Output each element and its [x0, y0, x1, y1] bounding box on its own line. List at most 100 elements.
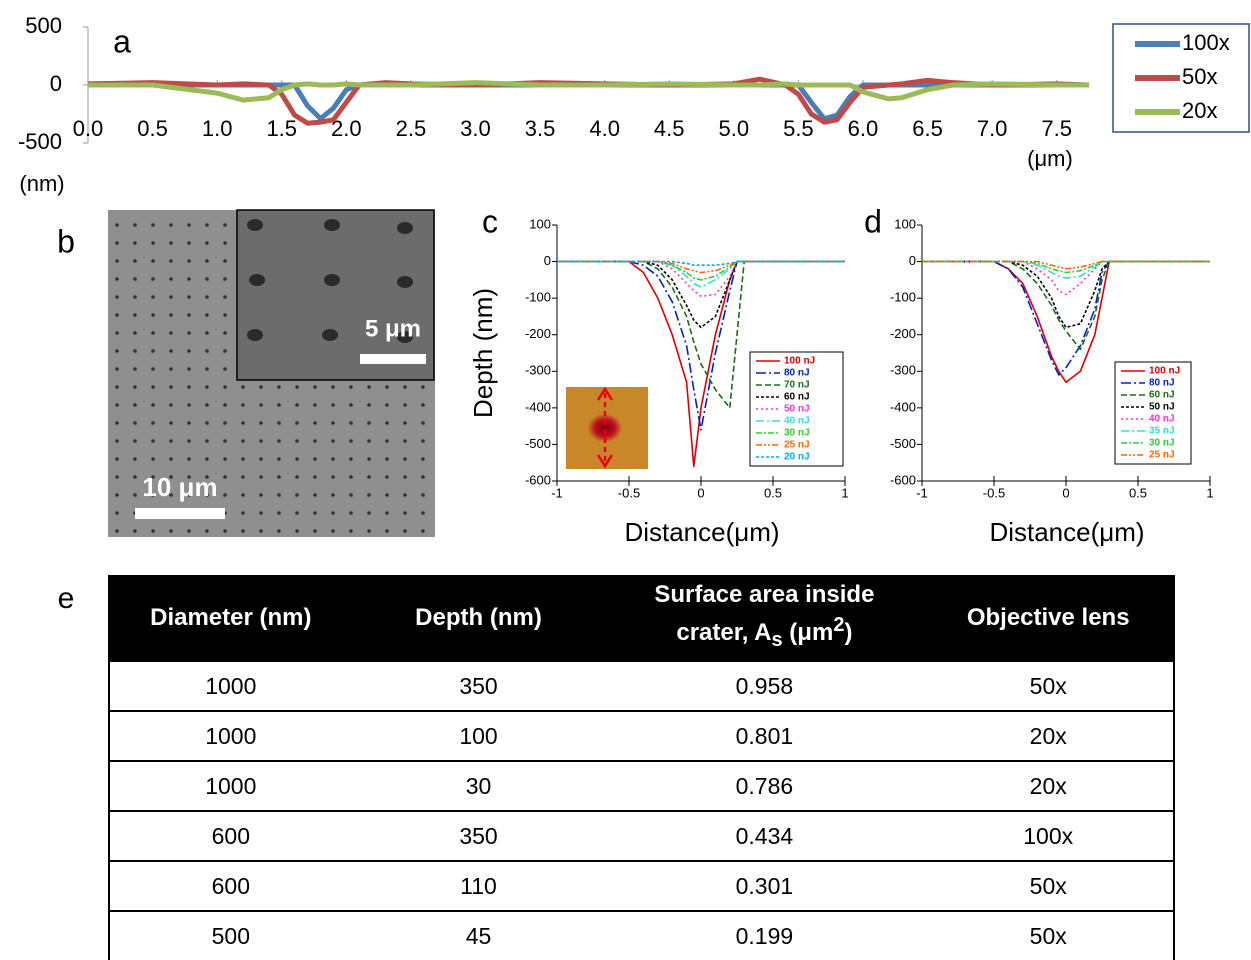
legend-label: 20 nJ	[784, 452, 810, 463]
table-cell: 50x	[923, 860, 1174, 911]
table-row: 600 110 0.301 50x	[109, 860, 1174, 911]
header-text: Depth (nm)	[415, 603, 542, 631]
table-cell: 0.786	[605, 760, 924, 811]
legend-label: 25 nJ	[1149, 450, 1175, 461]
x-tick-label: 6.0	[848, 116, 879, 141]
data-line	[557, 260, 845, 288]
y-tick-label: 0	[50, 71, 62, 96]
afm-arrowheads	[596, 386, 614, 469]
y-tick-label: -500	[525, 436, 551, 451]
legend-label: 35 nJ	[1149, 426, 1175, 437]
inset-holes	[247, 219, 413, 343]
x-tick-label: 0.5	[764, 485, 782, 500]
legend-label: 40 nJ	[1149, 414, 1175, 425]
legend-label: 30 nJ	[784, 428, 810, 439]
y-tick-label: -400	[890, 399, 916, 414]
table-cell: 0.958	[605, 660, 924, 711]
y-tick-label: -300	[525, 363, 551, 378]
x-tick-label: 1	[1206, 485, 1213, 500]
table-cell: 1000	[109, 760, 352, 811]
table-row: 1000 30 0.786 20x	[109, 760, 1174, 811]
x-tick-label: 4.0	[589, 116, 620, 141]
data-line	[557, 260, 845, 329]
table-cell: 20x	[923, 710, 1174, 761]
table-cell: 1000	[109, 660, 352, 711]
table-cell: 100	[351, 710, 606, 761]
table-cell: 350	[351, 810, 606, 861]
table-cell: 500	[109, 910, 352, 960]
table-cell: 110	[351, 860, 606, 911]
header-text: Diameter (nm)	[150, 603, 312, 631]
x-tick-label: 1.0	[202, 116, 233, 141]
afm-spot	[588, 414, 622, 442]
legend-label: 70 nJ	[784, 380, 810, 391]
x-tick-label: -1	[551, 485, 563, 500]
x-tick-label: 6.5	[912, 116, 943, 141]
x-tick-label: 0	[697, 485, 704, 500]
y-tick-label: -100	[890, 290, 916, 305]
y-tick-label: -300	[890, 363, 916, 378]
x-axis-label: Distance(μm)	[989, 517, 1144, 547]
table-cell: 100x	[923, 810, 1174, 861]
x-tick-label: 5.0	[719, 116, 750, 141]
y-tick-label: 0	[909, 253, 916, 268]
x-tick-label: -1	[916, 485, 928, 500]
x-tick-label: 0.0	[73, 116, 104, 141]
data-line	[88, 80, 1089, 103]
x-tick-label: 5.5	[783, 116, 814, 141]
x-tick-label: 3.5	[525, 116, 556, 141]
table-cell: 50x	[923, 910, 1174, 960]
y-unit: (nm)	[19, 171, 64, 196]
table-cell: 20x	[923, 760, 1174, 811]
legend-label: 50x	[1182, 64, 1217, 89]
legend-label: 40 nJ	[784, 416, 810, 427]
x-tick-label: 1	[841, 485, 848, 500]
header-text: crater, A	[676, 619, 772, 647]
y-tick-label: -600	[525, 472, 551, 487]
data-line	[922, 260, 1210, 270]
data-line	[922, 260, 1210, 279]
scale-bar	[360, 354, 426, 364]
data-table: Diameter (nm) Depth (nm) Surface area insi…	[108, 575, 1175, 960]
table-header: Diameter (nm) Depth (nm) Surface area insi…	[109, 575, 1174, 661]
data-line	[922, 260, 1210, 351]
y-tick-label: 500	[25, 13, 62, 38]
panel-label: d	[864, 203, 882, 239]
header-text: )	[844, 619, 853, 647]
legend-label: 50 nJ	[1149, 402, 1175, 413]
y-tick-label: -500	[18, 129, 62, 154]
header-cell: Objective lens	[923, 575, 1174, 661]
y-tick-label: 100	[894, 216, 916, 231]
sem-inset	[236, 209, 435, 381]
x-tick-label: -0.5	[983, 485, 1005, 500]
data-line	[922, 260, 1210, 274]
x-tick-label: 7.0	[977, 116, 1008, 141]
x-unit: (μm)	[1027, 146, 1073, 171]
x-tick-label: 4.5	[654, 116, 685, 141]
scale-label: 10 μm	[142, 472, 217, 502]
header-cell: Depth (nm)	[351, 575, 606, 661]
scale-bar	[135, 508, 225, 519]
table-row: 600 350 0.434 100x	[109, 810, 1174, 861]
legend-label: 60 nJ	[1149, 390, 1175, 401]
table-cell: 0.301	[605, 860, 924, 911]
table-row: 1000 100 0.801 20x	[109, 710, 1174, 761]
header-text: Surface area inside	[654, 581, 875, 609]
data-line	[557, 260, 845, 267]
panel-label: a	[113, 23, 131, 59]
y-tick-label: -400	[525, 399, 551, 414]
y-axis-label: Depth (nm)	[468, 288, 498, 418]
legend-box	[749, 351, 844, 467]
x-tick-label: -0.5	[618, 485, 640, 500]
y-tick-label: -100	[525, 290, 551, 305]
table-row: 500 45 0.199 50x	[109, 910, 1174, 960]
legend-label: 100x	[1182, 30, 1230, 55]
y-tick-label: -200	[525, 326, 551, 341]
panel-label: b	[57, 223, 75, 259]
x-tick-label: 0.5	[1129, 485, 1147, 500]
legend-label: 30 nJ	[1149, 438, 1175, 449]
data-line	[557, 260, 845, 298]
x-tick-label: 0	[1062, 485, 1069, 500]
data-line	[922, 260, 1210, 329]
